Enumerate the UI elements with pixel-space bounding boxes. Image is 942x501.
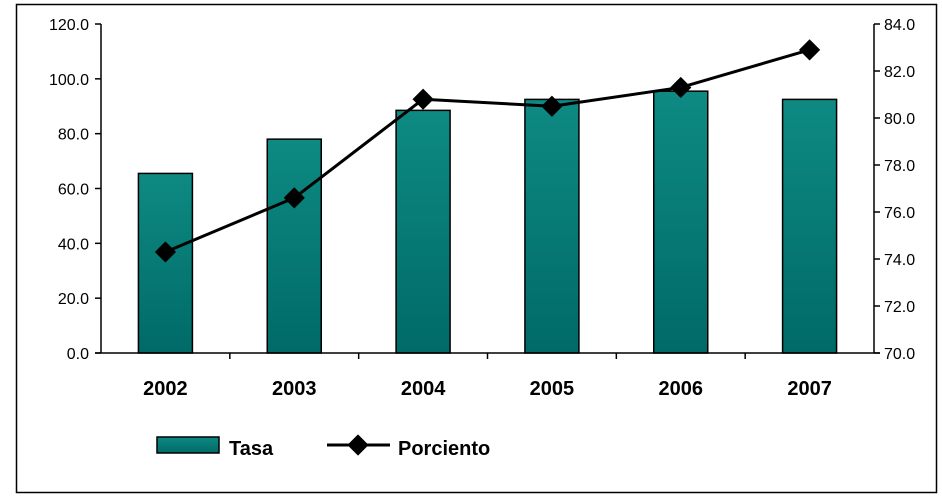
- y-right-tick-label: 70.0: [884, 346, 915, 363]
- bar-tasa-2007: [781, 98, 838, 354]
- legend: Tasa Porciento: [156, 434, 490, 460]
- legend-label-porciento: Porciento: [398, 438, 490, 460]
- point-porciento-2005: [541, 95, 563, 117]
- y-left-tick-label: 40.0: [58, 236, 89, 253]
- y-left-tick-label: 120.0: [49, 17, 89, 34]
- point-porciento-2002: [154, 241, 177, 263]
- y-right-tick-label: 74.0: [884, 252, 915, 269]
- y-left-tick-label: 100.0: [49, 72, 89, 89]
- y-right-tick-label: 80.0: [884, 111, 915, 128]
- point-porciento-2007: [798, 39, 821, 61]
- bar-tasa-2006: [653, 90, 709, 354]
- y-left-tick-label: 80.0: [58, 127, 89, 144]
- x-tick-label-2004: 2004: [401, 378, 446, 400]
- legend-swatch-tasa: [156, 436, 220, 454]
- bar-tasa-2003: [266, 138, 322, 354]
- point-porciento-2006: [670, 76, 692, 99]
- bar-tasa-2004: [395, 109, 451, 354]
- y-right-tick-label: 84.0: [884, 17, 915, 34]
- y-right-tick-label: 78.0: [884, 158, 915, 175]
- x-tick-label-2002: 2002: [143, 378, 188, 400]
- x-tick-label-2003: 2003: [272, 378, 317, 400]
- x-tick-label-2005: 2005: [530, 378, 575, 400]
- x-tick-label-2006: 2006: [659, 378, 704, 400]
- y-right-tick-label: 82.0: [884, 64, 915, 81]
- x-tick-label-2007: 2007: [787, 378, 832, 400]
- y-left-tick-label: 0.0: [67, 346, 89, 363]
- y-right-tick-label: 76.0: [884, 205, 915, 222]
- y-right-tick-label: 72.0: [884, 299, 915, 316]
- bar-tasa-2005: [524, 98, 580, 354]
- y-left-tick-label: 20.0: [58, 291, 89, 308]
- plot-area: 0.0 20.0 40.0 60.0 80.0 100.0 120.0 70.0 72.0 74.…: [49, 17, 915, 400]
- legend-label-tasa: Tasa: [229, 438, 274, 460]
- line-porciento: [164, 48, 811, 254]
- y-left-tick-label: 60.0: [58, 182, 89, 199]
- bar-tasa-2002: [137, 172, 194, 354]
